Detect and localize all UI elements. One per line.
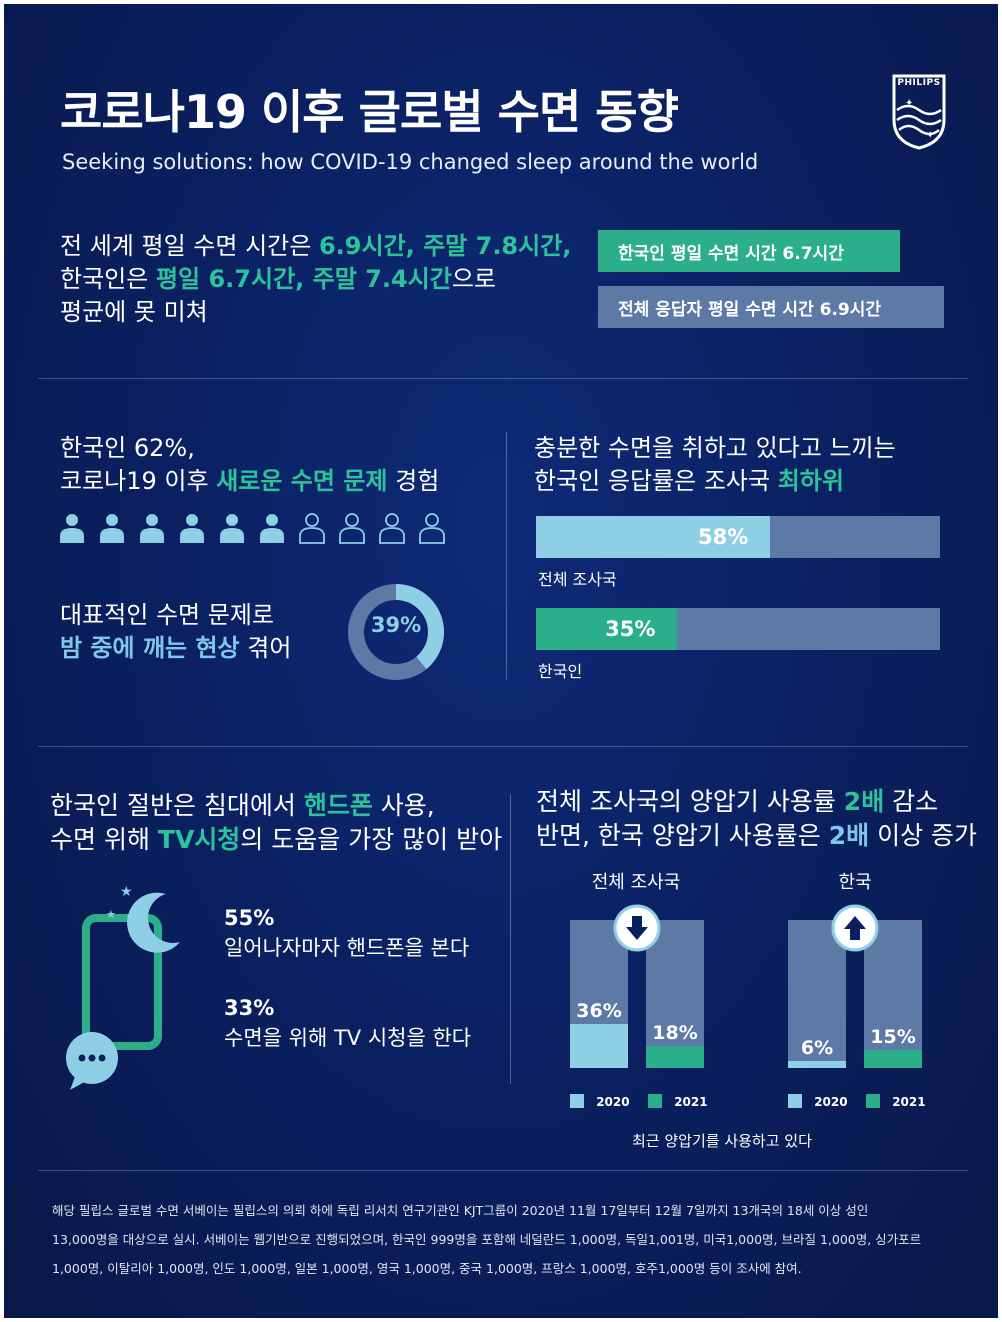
cpap-chart: 36% 18% 6% 15%	[564, 904, 944, 1084]
cpap-bar-2020	[788, 1060, 846, 1068]
svg-text:★: ★	[128, 918, 138, 931]
arrow-down-icon	[613, 904, 661, 952]
section3-vertical-divider	[510, 794, 511, 1084]
cpap-headline-line2: 반면, 한국 양압기 사용률은 2배 이상 증가	[536, 821, 978, 850]
sleep-time-headline-line1: 전 세계 평일 수면 시간은 6.9시간, 주말 7.8시간,	[60, 232, 572, 260]
cpap-caption: 최근 양압기를 사용하고 있다	[632, 1132, 812, 1150]
legend-swatch-2021	[648, 1094, 662, 1108]
bar-all-countries-fill: 58%	[536, 516, 771, 558]
cpap-headline-line1: 전체 조사국의 양압기 사용률 2배 감소	[536, 787, 939, 816]
section-divider-1	[38, 378, 968, 379]
bar-korea-name: 한국인	[538, 662, 583, 681]
stat-tv-value: 33%	[224, 996, 275, 1020]
svg-text:✦: ✦	[926, 130, 934, 141]
sleep-time-headline-line3: 평균에 못 미쳐	[60, 298, 208, 326]
person-filled-icon	[260, 514, 284, 543]
person-outline-icon	[419, 513, 445, 544]
section-divider-2	[38, 746, 968, 747]
bar-korea-fill: 35%	[536, 608, 678, 650]
people-icon-row	[58, 512, 458, 546]
svg-text:★: ★	[120, 884, 133, 900]
stat-tv-text: 수면을 위해 TV 시청을 한다	[224, 1026, 472, 1050]
cpap-column-2020-1: 6%	[788, 920, 846, 1068]
cpap-column-2020-0: 36%	[570, 920, 628, 1068]
footer-line2: 13,000명을 대상으로 실시. 서베이는 웹기반으로 진행되었으며, 한국인…	[52, 1232, 922, 1247]
stat-phone-value: 55%	[224, 906, 275, 930]
infographic: 코로나19 이후 글로벌 수면 동향 Seeking solutions: ho…	[4, 4, 998, 1318]
cpap-bar-label: 15%	[870, 1025, 916, 1048]
legend-2020-korea: 2020	[788, 1094, 848, 1109]
phone-moon-icon: ★ ★ ★	[62, 884, 192, 1094]
person-filled-icon	[140, 514, 164, 543]
legend-swatch-2020	[570, 1094, 584, 1108]
person-filled-icon	[220, 514, 244, 543]
donut-label: 39%	[370, 613, 422, 637]
person-outline-icon	[299, 513, 325, 544]
cpap-group-all-name: 전체 조사국	[591, 872, 681, 893]
sufficient-sleep-headline-line1: 충분한 수면을 취하고 있다고 느끼는	[534, 434, 896, 462]
person-filled-icon	[180, 514, 204, 543]
person-filled-icon	[100, 514, 124, 543]
bar-korea-track: 35%	[536, 608, 940, 650]
legend-2020-all: 2020	[570, 1094, 630, 1109]
section2-vertical-divider	[506, 432, 507, 680]
section-divider-3	[38, 1170, 968, 1171]
sleep-time-headline-line2: 한국인은 평일 6.7시간, 주말 7.4시간으로	[60, 265, 496, 293]
legend-swatch-2021	[866, 1094, 880, 1108]
cpap-bar-label: 6%	[800, 1036, 834, 1059]
page-title: 코로나19 이후 글로벌 수면 동향	[60, 85, 679, 139]
cpap-column-2021-1: 15%	[864, 920, 922, 1068]
page-subtitle: Seeking solutions: how COVID-19 changed …	[62, 150, 759, 174]
wake-problem-line1: 대표적인 수면 문제로	[60, 601, 274, 629]
bar-all-countries-label: 58%	[698, 525, 749, 549]
stat-phone-text: 일어나자마자 핸드폰을 본다	[224, 936, 470, 960]
bar-korea-label: 35%	[605, 617, 656, 641]
all-sleep-tag: 전체 응답자 평일 수면 시간 6.9시간	[598, 286, 944, 328]
wake-problem-donut: 39%	[346, 582, 446, 682]
korea-sleep-tag: 한국인 평일 수면 시간 6.7시간	[598, 230, 900, 272]
legend-2021-all: 2021	[648, 1094, 708, 1109]
footer-line3: 1,000명, 이탈리아 1,000명, 인도 1,000명, 일본 1,000…	[52, 1261, 802, 1276]
bar-all-countries-track: 58%	[536, 516, 940, 558]
cpap-bar-2021	[864, 1049, 922, 1068]
sleep-problem-headline-line1: 한국인 62%,	[60, 434, 195, 462]
cpap-column-2021-0: 18%	[646, 920, 704, 1068]
sufficient-sleep-headline-line2: 한국인 응답률은 조사국 최하위	[534, 467, 844, 495]
wake-problem-line2: 밤 중에 깨는 현상 겪어	[60, 634, 292, 662]
arrow-up-icon	[831, 904, 879, 952]
cpap-bar-label: 18%	[652, 1021, 698, 1044]
cpap-bar-2021	[646, 1045, 704, 1068]
person-outline-icon	[379, 513, 405, 544]
cpap-group-korea-name: 한국	[838, 872, 872, 893]
person-filled-icon	[60, 514, 84, 543]
cpap-bar-label: 36%	[576, 999, 622, 1022]
cpap-bar-2020	[570, 1023, 628, 1068]
bar-all-countries-name: 전체 조사국	[538, 570, 617, 589]
phone-usage-headline-line1: 한국인 절반은 침대에서 핸드폰 사용,	[50, 791, 435, 820]
svg-text:✦: ✦	[905, 98, 913, 109]
legend-2021-korea: 2021	[866, 1094, 926, 1109]
philips-logo-text: PHILIPS	[897, 78, 941, 88]
person-outline-icon	[339, 513, 365, 544]
philips-logo: ✦ ✦ PHILIPS	[888, 72, 950, 150]
svg-text:★: ★	[106, 908, 116, 921]
legend-swatch-2020	[788, 1094, 802, 1108]
footer-line1: 해당 필립스 글로벌 수면 서베이는 필립스의 의뢰 하에 독립 리서치 연구기…	[52, 1203, 869, 1218]
sleep-problem-headline-line2: 코로나19 이후 새로운 수면 문제 경험	[60, 467, 440, 495]
phone-usage-headline-line2: 수면 위해 TV시청의 도움을 가장 많이 받아	[50, 825, 503, 854]
